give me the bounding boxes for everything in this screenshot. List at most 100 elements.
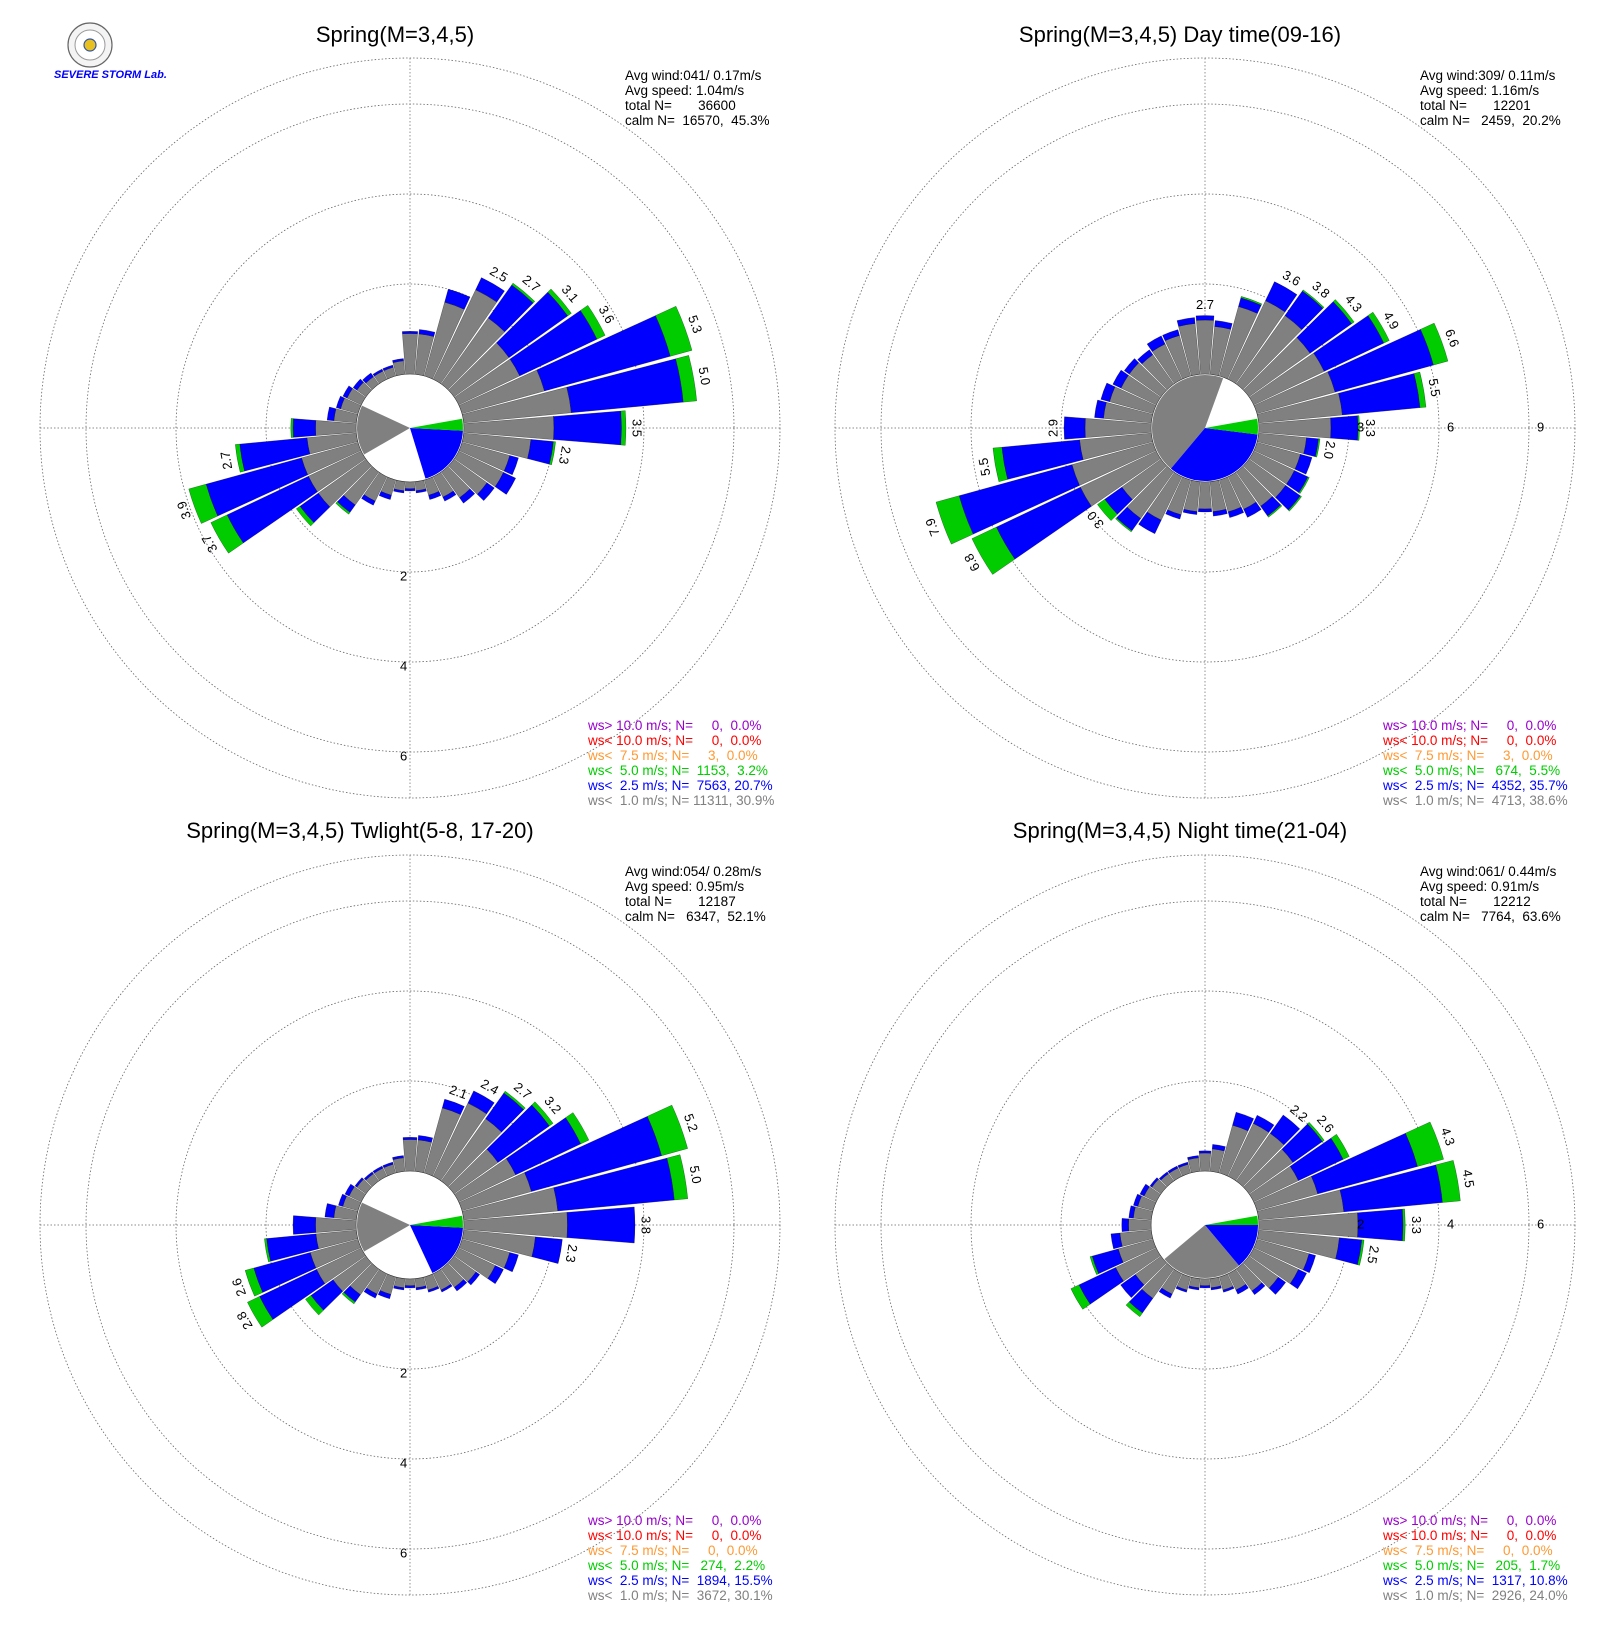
petal-label: 3.3 <box>1409 1216 1424 1234</box>
petal-segment <box>372 368 384 377</box>
calm-sector <box>1151 375 1224 469</box>
petal-segment <box>459 488 475 504</box>
petal-segment <box>292 1215 316 1235</box>
petal-label: 5.5 <box>975 457 993 477</box>
petal-segment <box>647 1104 688 1156</box>
petal-segment <box>361 494 376 506</box>
petal-segment <box>440 1284 453 1293</box>
petal-segment <box>382 1161 394 1168</box>
petal-label: 5.0 <box>696 366 714 386</box>
petal-segment <box>1195 315 1215 321</box>
calm-sector <box>356 1202 410 1252</box>
petal-segment <box>565 1112 590 1145</box>
petal-segment <box>1198 508 1212 513</box>
legend-entry: ws< 2.5 m/s; N= 7563, 20.7% <box>587 778 773 793</box>
petal-label: 7.9 <box>922 516 942 538</box>
petal-segment <box>1222 1286 1235 1293</box>
petal-segment <box>547 288 572 317</box>
petal-label: 3.5 <box>630 419 645 437</box>
stat-avg-wind: Avg wind:054/ 0.28m/s <box>625 864 762 879</box>
petal-segment <box>1158 1287 1173 1299</box>
petal-segment <box>992 447 1008 482</box>
stat-avg-speed: Avg speed: 0.91m/s <box>1420 879 1539 894</box>
petal-segment <box>1298 476 1310 494</box>
petal-segment <box>1198 1150 1212 1154</box>
stat-avg-speed: Avg speed: 0.95m/s <box>625 879 744 894</box>
petal-segment <box>341 1292 356 1305</box>
petal-segment <box>1302 289 1325 309</box>
petal-segment <box>290 418 294 438</box>
range-ring <box>970 990 1440 1460</box>
petal-label: 5.2 <box>681 1112 701 1134</box>
petal-segment <box>414 480 427 491</box>
petal-segment <box>442 1099 465 1115</box>
petal-segment <box>1413 371 1427 408</box>
petal-segment <box>1290 1269 1307 1290</box>
petal-segment <box>549 441 556 466</box>
petal-segment <box>315 420 357 436</box>
petal-segment <box>336 395 345 410</box>
petal-segment <box>580 305 606 340</box>
stat-calm: calm N= 6347, 52.1% <box>625 909 766 924</box>
petal-segment <box>503 455 519 475</box>
petal-segment <box>467 1090 495 1115</box>
petal-segment <box>1176 317 1196 327</box>
petal-segment <box>1214 320 1233 330</box>
legend-entry: ws< 10.0 m/s; N= 0, 0.0% <box>1382 733 1556 748</box>
petal-segment <box>342 385 353 399</box>
petal-segment <box>414 1277 427 1288</box>
stat-calm: calm N= 7764, 63.6% <box>1420 909 1561 924</box>
petal-segment <box>1089 1255 1099 1275</box>
legend-entry: ws< 5.0 m/s; N= 274, 2.2% <box>587 1558 765 1573</box>
petal-segment <box>415 1285 427 1291</box>
petal-segment <box>188 484 218 524</box>
petal-segment <box>1149 1177 1159 1188</box>
petal-label: 2.8 <box>234 1309 256 1332</box>
wind-rose-panel-2: 2.73.63.84.34.96.65.53.32.03.06.87.95.52… <box>834 22 1576 808</box>
legend-entry: ws< 1.0 m/s; N= 4713, 38.6% <box>1382 793 1568 808</box>
petal-segment <box>1209 1277 1222 1288</box>
petal-segment <box>444 289 471 310</box>
petal-segment <box>1303 1253 1316 1273</box>
petal-segment <box>675 355 697 403</box>
petal-segment <box>1159 1171 1169 1181</box>
ring-label: 2 <box>1357 1216 1364 1231</box>
stat-avg-wind: Avg wind:041/ 0.17m/s <box>625 68 762 83</box>
petal-segment <box>1138 511 1162 534</box>
petal-segment <box>364 1171 374 1181</box>
legend-entry: ws> 10.0 m/s; N= 0, 0.0% <box>1382 718 1556 733</box>
petal-segment <box>402 1137 418 1140</box>
range-ring <box>970 193 1440 663</box>
petal-label: 5.5 <box>1426 377 1444 397</box>
petal-segment <box>1251 1282 1266 1295</box>
petal-segment <box>292 418 316 438</box>
petal-segment <box>1330 1134 1350 1160</box>
calm-sector-blue <box>1170 428 1258 481</box>
petal-segment <box>1330 415 1359 441</box>
ring-label: 6 <box>1447 419 1454 434</box>
wind-rose-panel-3: 2.1 2.4 2.73.25.25.03.82.32.82.6246Spring(… <box>39 818 781 1603</box>
petal-segment <box>1288 495 1302 512</box>
stat-avg-wind: Avg wind:309/ 0.11m/s <box>1420 68 1556 83</box>
petal-segment <box>305 1295 324 1316</box>
petal-label: 6.8 <box>961 551 983 574</box>
petal-label: 4.5 <box>1460 1168 1478 1188</box>
petal-segment <box>1125 1301 1143 1317</box>
petal-segment <box>1146 335 1166 352</box>
petal-segment <box>362 372 374 384</box>
petal-segment <box>1167 1165 1179 1174</box>
stat-total: total N= 36600 <box>625 98 736 113</box>
petal-segment <box>326 406 337 421</box>
petal-label: 2.3 <box>563 1243 581 1263</box>
petal-segment <box>418 329 436 337</box>
calm-sector-green <box>410 418 463 431</box>
legend-entry: ws> 10.0 m/s; N= 0, 0.0% <box>587 718 761 733</box>
legend-entry: ws< 1.0 m/s; N= 2926, 24.0% <box>1382 1588 1568 1603</box>
legend-entry: ws< 2.5 m/s; N= 4352, 35.7% <box>1382 778 1568 793</box>
petal-segment <box>1182 509 1198 515</box>
stat-total: total N= 12187 <box>625 894 736 909</box>
petal-segment <box>392 1155 404 1160</box>
petal-segment <box>315 1217 357 1233</box>
